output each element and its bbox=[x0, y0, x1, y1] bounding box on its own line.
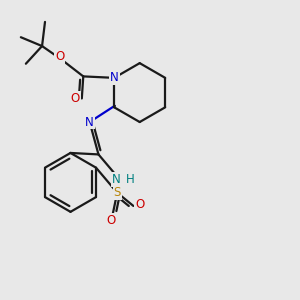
Text: N: N bbox=[110, 71, 118, 84]
Text: N: N bbox=[85, 116, 94, 128]
Text: N: N bbox=[112, 173, 121, 186]
Text: O: O bbox=[107, 214, 116, 227]
Text: S: S bbox=[113, 186, 121, 199]
Text: O: O bbox=[135, 198, 145, 211]
Text: H: H bbox=[126, 173, 134, 186]
Text: O: O bbox=[55, 50, 64, 63]
Text: O: O bbox=[71, 92, 80, 105]
